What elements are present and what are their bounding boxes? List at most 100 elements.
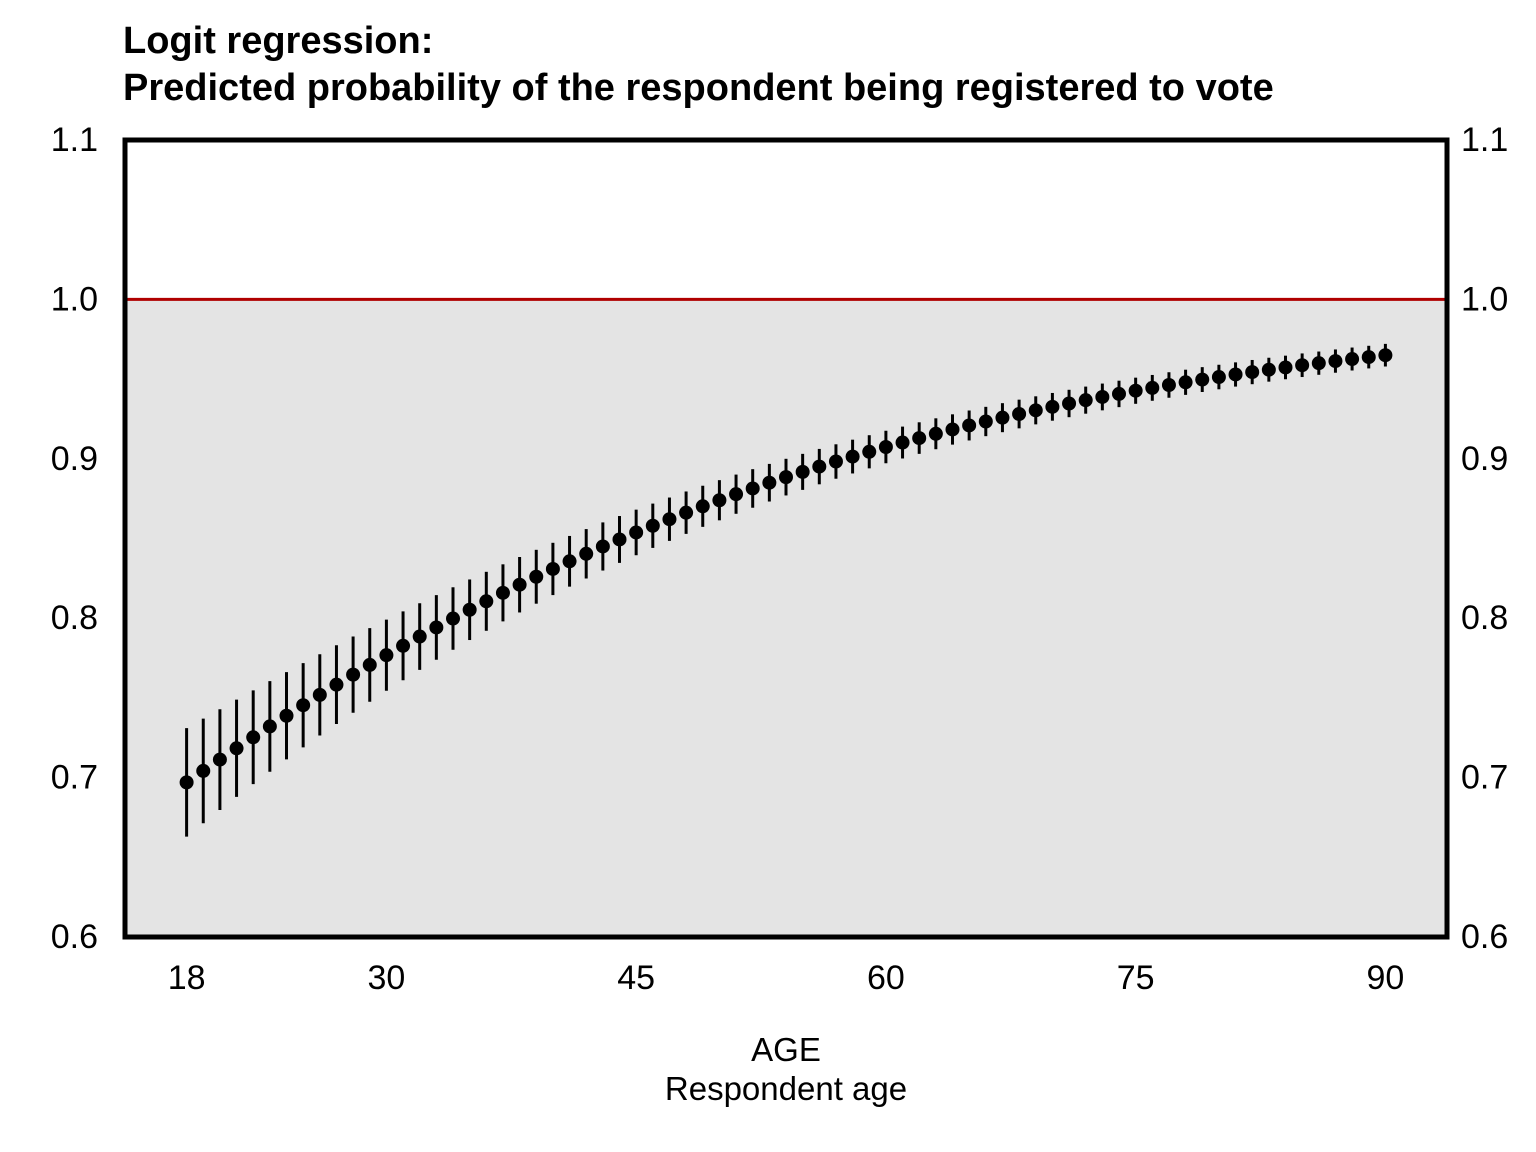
chart-title-line-2: Predicted probability of the respondent … [123,67,1274,109]
data-point [1095,389,1110,404]
chart-title-line-1: Logit regression: [123,20,434,62]
data-point [1145,380,1160,395]
data-point [1345,352,1360,367]
data-point [629,525,644,540]
data-point [396,638,411,653]
data-point [779,470,793,485]
data-point [1378,348,1393,363]
data-point [1012,407,1027,422]
data-point [246,730,261,745]
y-axis-tick-label-right: 1.0 [1461,280,1508,318]
chart-title: Logit regression: Predicted probability … [123,18,1274,112]
data-point [179,775,194,790]
data-point [1128,383,1143,398]
data-point [1228,367,1243,382]
data-point [595,539,610,554]
data-point [1045,399,1060,414]
data-point [1295,358,1310,373]
data-point [1195,372,1210,387]
data-point [795,464,810,479]
data-point [229,741,244,756]
y-axis-tick-label-right: 0.7 [1461,759,1508,797]
x-axis-tick-label: 75 [1117,959,1155,997]
data-point [1211,370,1226,385]
data-point [262,719,277,734]
data-point [978,414,993,429]
data-point [878,440,893,455]
y-axis-tick-label-left: 0.6 [51,918,98,956]
data-point [1361,350,1376,365]
data-point [995,410,1010,425]
data-point [1311,356,1326,371]
data-point [962,418,977,433]
data-point [945,422,960,437]
data-point [462,602,477,617]
data-point [729,487,744,502]
y-axis-tick-label-left: 0.9 [51,440,98,478]
y-axis-tick-label-left: 0.7 [51,759,98,797]
data-point [712,493,727,508]
x-axis-tick-label: 18 [168,959,206,997]
data-point [379,648,394,663]
data-point [1261,362,1276,377]
data-point [429,620,444,635]
y-axis-tick-label-right: 0.8 [1461,599,1508,637]
x-axis-tick-label: 90 [1366,959,1404,997]
x-axis-tick-label: 30 [367,959,405,997]
data-point [212,752,227,767]
y-axis-tick-label-right: 0.6 [1461,918,1508,956]
data-point [562,554,577,569]
data-point [362,657,377,672]
x-axis-title: AGE Respondent age [125,1030,1447,1108]
data-point [745,481,760,496]
data-point [296,698,311,713]
y-axis-tick-label-left: 1.1 [51,121,98,159]
data-point [828,454,843,469]
data-point [512,577,527,592]
y-axis-tick-label-left: 0.8 [51,599,98,637]
data-point [862,444,877,459]
data-point [579,546,594,561]
data-point [695,499,710,514]
data-point [329,677,344,692]
shaded-region [125,299,1447,937]
data-point [662,512,677,527]
x-axis-title-main: AGE [751,1031,821,1068]
data-point [762,475,777,490]
data-point [1178,375,1193,390]
data-point [912,431,927,446]
data-point [1062,396,1077,411]
y-axis-tick-label-left: 1.0 [51,280,98,318]
y-axis-tick-label-right: 0.9 [1461,440,1508,478]
x-axis-tick-label: 45 [617,959,655,997]
data-point [1028,403,1043,418]
data-point [196,763,211,778]
data-point [645,518,660,533]
data-point [312,687,327,702]
data-point [545,561,560,576]
data-point [529,569,544,584]
data-point [479,594,494,609]
data-point [812,459,827,474]
data-point [279,708,294,723]
plot-border [122,137,1450,940]
data-point [845,449,860,464]
data-point [495,585,510,600]
data-point [679,505,694,520]
data-point [446,611,461,626]
data-point [346,667,361,682]
data-point [928,426,943,441]
data-point [1278,360,1293,375]
data-point [895,435,910,450]
data-point [1111,386,1126,401]
x-axis-tick-label: 60 [867,959,905,997]
data-point [1245,365,1260,380]
data-point [612,532,627,547]
data-point [412,629,427,644]
data-point [1078,393,1093,408]
data-point [1328,354,1343,369]
data-point [1161,377,1176,392]
x-axis-title-sub: Respondent age [664,1070,908,1107]
y-axis-tick-label-right: 1.1 [1461,121,1508,159]
